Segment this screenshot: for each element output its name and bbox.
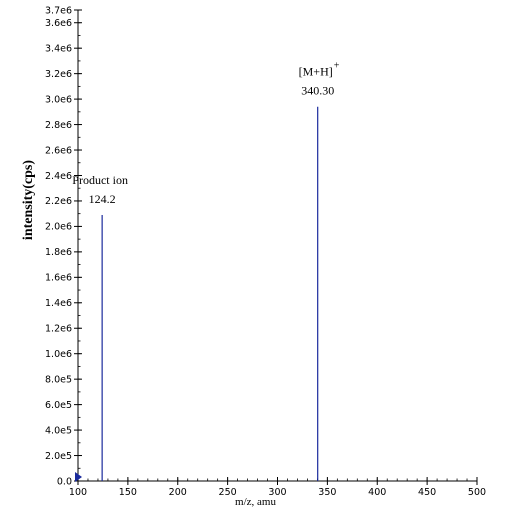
annotations: Product ion 124.2 [M+H] +340.30: [72, 61, 339, 206]
y-tick-label: 3.4e6: [45, 43, 72, 54]
y-tick-label: 4.0e5: [45, 425, 72, 436]
x-tick-label: 150: [119, 487, 137, 498]
y-tick-label: 3.6e6: [45, 18, 72, 29]
y-tick-label: 1.4e6: [45, 298, 72, 309]
x-tick-label: 450: [418, 487, 436, 498]
y-tick-label: 1.6e6: [45, 273, 72, 284]
y-tick-label: 6.0e5: [45, 400, 72, 411]
x-tick-label: 500: [468, 487, 486, 498]
y-tick-label: 2.8e6: [45, 120, 72, 131]
x-axis-title: m/z, amu: [235, 496, 276, 508]
peak-value-label: 340.30: [301, 84, 334, 98]
y-tick-label: 1.8e6: [45, 247, 72, 258]
x-tick-label: 200: [169, 487, 187, 498]
peak-label: Product ion: [72, 173, 128, 187]
y-tick-label: 1.2e6: [45, 324, 72, 335]
y-tick-label: 3.7e6: [45, 5, 72, 16]
y-tick-label: 2.0e5: [45, 451, 72, 462]
y-tick-label: 2.6e6: [45, 145, 72, 156]
peak-label-superscript: +: [334, 61, 340, 72]
axes: 0.0 2.0e5 4.0e5 6.0e5 8.0e5 1.0e6 1.2e6 1.4e6 1.…: [45, 5, 486, 498]
y-tick-label: 0.0: [57, 476, 72, 487]
peak-label: [M+H]: [299, 65, 333, 79]
y-tick-label: 3.0e6: [45, 94, 72, 105]
x-tick-label: 100: [69, 487, 87, 498]
y-tick-label: 1.0e6: [45, 349, 72, 360]
x-tick-label: 350: [318, 487, 336, 498]
y-tick-label: 2.2e6: [45, 196, 72, 207]
peaks: [101, 106, 319, 481]
peak-value-label: 124.2: [89, 192, 116, 206]
y-tick-label: 3.2e6: [45, 69, 72, 80]
y-tick-label: 2.0e6: [45, 222, 72, 233]
x-tick-label: 250: [219, 487, 237, 498]
x-tick-label: 400: [368, 487, 386, 498]
y-tick-label: 8.0e5: [45, 374, 72, 385]
y-axis-title: intensity(cps): [21, 160, 36, 240]
origin-marker: [75, 472, 82, 482]
y-tick-label: 2.4e6: [45, 171, 72, 182]
x-tick-label: 300: [268, 487, 286, 498]
